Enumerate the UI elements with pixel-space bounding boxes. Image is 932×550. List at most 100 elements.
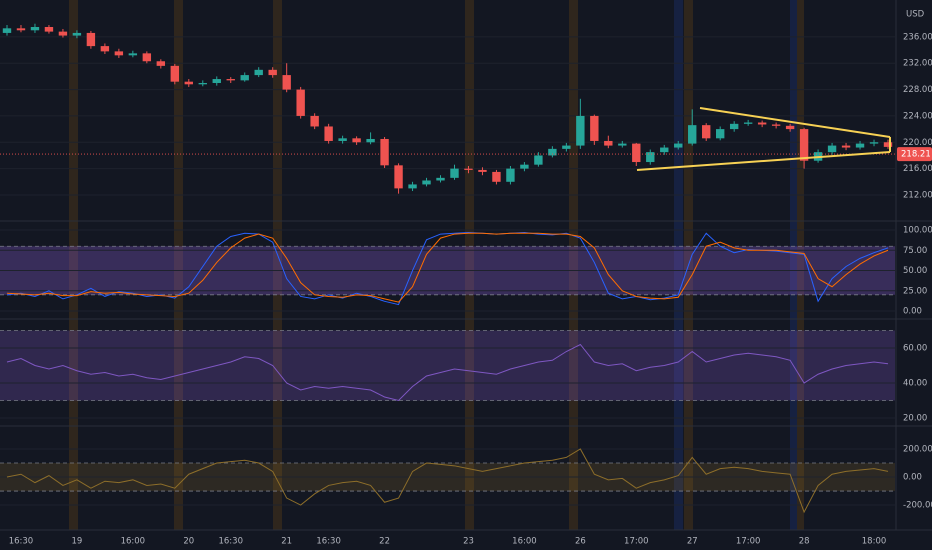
candle-body: [324, 126, 333, 141]
x-tick-label: 28: [799, 537, 810, 547]
candle-body: [380, 138, 389, 166]
candle-body: [16, 28, 26, 31]
session-highlight: [465, 0, 474, 530]
candle-body: [827, 145, 837, 153]
candle-body: [492, 171, 501, 182]
candle-body: [408, 184, 417, 189]
candle-body: [114, 51, 124, 56]
candle-body: [576, 115, 585, 146]
candle-body: [688, 125, 697, 144]
y-tick-label: 232.00: [903, 59, 932, 69]
x-tick-label: 22: [379, 537, 390, 547]
candle-body: [618, 143, 627, 146]
candle-body: [100, 46, 110, 52]
candle-body: [170, 65, 179, 82]
candle-body: [142, 53, 152, 62]
x-tick-label: 16:30: [9, 537, 34, 547]
candle-body: [604, 140, 613, 146]
candle-body: [268, 69, 277, 76]
candle-body: [338, 138, 347, 141]
candle-body: [198, 82, 207, 85]
session-highlight: [69, 0, 78, 530]
indicator-line: [6, 448, 889, 514]
x-tick-label: 17:00: [624, 537, 649, 547]
candle-body: [646, 152, 655, 163]
candle-body: [296, 89, 305, 116]
candle-body: [422, 180, 431, 185]
session-highlight: [790, 0, 797, 530]
candle-body: [548, 148, 557, 156]
candle-body: [506, 168, 515, 182]
candle-body: [855, 143, 865, 148]
last-price-label: 218.21: [901, 150, 931, 160]
session-highlight: [174, 0, 183, 530]
candle-body: [716, 129, 725, 139]
candle-body: [212, 79, 221, 83]
candle-body: [660, 147, 669, 153]
candle-body: [450, 168, 459, 178]
y-tick-label: 60.00: [903, 344, 927, 354]
x-tick-label: 23: [463, 537, 474, 547]
y-tick-label: 0.00: [903, 473, 922, 483]
x-tick-label: 21: [281, 537, 292, 547]
y-tick-label: 212.00: [903, 190, 932, 200]
x-tick-label: 26: [575, 537, 586, 547]
session-highlight: [569, 0, 578, 530]
candle-body: [869, 142, 879, 144]
candle-body: [590, 115, 599, 141]
candle-body: [841, 145, 851, 148]
candle-body: [30, 27, 40, 31]
y-tick-label: 20.00: [903, 414, 927, 424]
candle-body: [674, 143, 683, 148]
y-tick-label: 40.00: [903, 379, 927, 389]
y-tick-label: 50.00: [903, 266, 927, 276]
candle-body: [44, 27, 54, 32]
pane-separators: [0, 0, 932, 531]
y-tick-label: 216.00: [903, 164, 932, 174]
y-tick-label: -200.00: [903, 501, 932, 511]
candle-body: [883, 142, 893, 147]
candle-body: [702, 125, 711, 139]
candle-body: [785, 125, 795, 130]
x-tick-label: 20: [183, 537, 194, 547]
x-tick-label: 27: [687, 537, 698, 547]
candle-body: [282, 75, 291, 90]
candle-body: [729, 123, 739, 130]
candle-body: [436, 177, 445, 181]
x-tick-label: 18:00: [862, 537, 887, 547]
candle-body: [86, 32, 96, 47]
y-tick-label: 75.00: [903, 246, 927, 256]
candle-body: [534, 155, 543, 165]
candle-body: [240, 75, 249, 81]
y-tick-label: 0.00: [903, 307, 922, 317]
indicator-band: [0, 330, 895, 401]
candle-body: [352, 138, 361, 143]
y-tick-label: 228.00: [903, 85, 932, 95]
candle-body: [156, 61, 166, 66]
indicator-line: [6, 343, 889, 402]
candle-body: [72, 32, 82, 36]
x-tick-label: 16:00: [121, 537, 146, 547]
x-tick-label: 16:00: [512, 537, 537, 547]
y-tick-label: 25.00: [903, 286, 927, 296]
x-tick-label: 17:00: [736, 537, 761, 547]
pattern-line: [699, 107, 891, 138]
x-tick-label: 16:30: [218, 537, 243, 547]
candle-body: [254, 69, 263, 76]
session-highlight: [273, 0, 282, 530]
candle-body: [743, 122, 753, 124]
candle-body: [310, 115, 319, 127]
candle-body: [128, 53, 138, 56]
y-tick-label: 100.00: [903, 226, 932, 236]
candle-body: [394, 165, 403, 189]
candle-body: [464, 168, 473, 170]
indicator-line: [6, 232, 889, 303]
candle-body: [757, 122, 767, 125]
candle-body: [562, 145, 571, 149]
candle-body: [366, 138, 375, 143]
x-tick-label: 16:30: [316, 537, 341, 547]
y-tick-label: 224.00: [903, 111, 932, 121]
